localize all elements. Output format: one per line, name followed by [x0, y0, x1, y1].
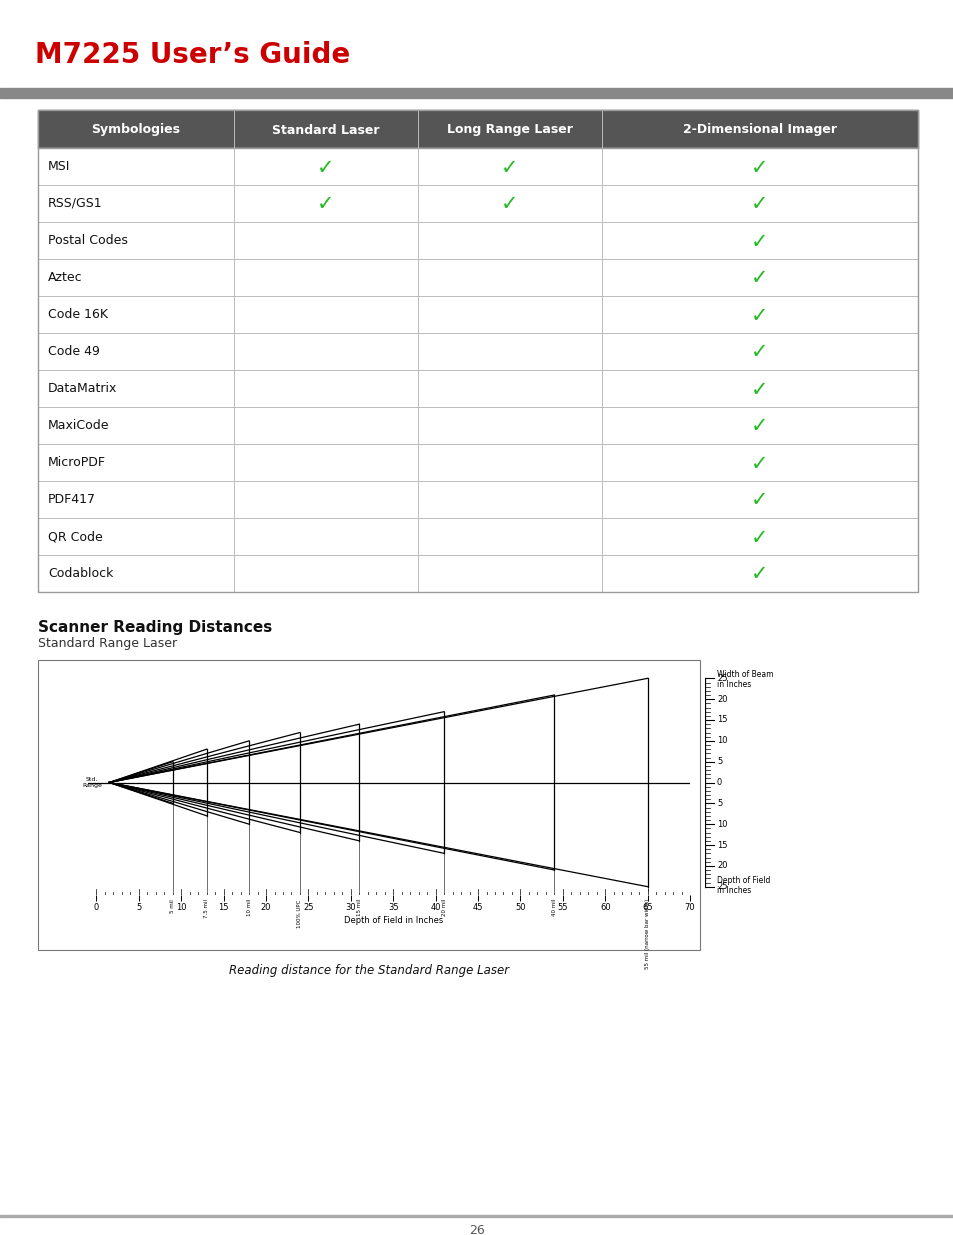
- Text: 5 mil: 5 mil: [170, 899, 175, 913]
- Text: ✓: ✓: [750, 268, 768, 289]
- Text: Codablock: Codablock: [48, 567, 113, 580]
- Bar: [38, 259, 917, 296]
- Text: 15 mil: 15 mil: [356, 899, 361, 916]
- Text: ✓: ✓: [750, 379, 768, 399]
- Bar: [38, 110, 917, 148]
- Bar: [38, 333, 917, 370]
- Bar: [38, 517, 917, 555]
- Text: QR Code: QR Code: [48, 530, 103, 543]
- Text: ✓: ✓: [750, 194, 768, 215]
- Bar: [38, 185, 917, 222]
- Text: MicroPDF: MicroPDF: [48, 456, 106, 469]
- Text: M7225 User’s Guide: M7225 User’s Guide: [35, 41, 350, 69]
- Bar: [38, 370, 917, 408]
- Text: Long Range Laser: Long Range Laser: [447, 124, 573, 137]
- Text: ✓: ✓: [750, 453, 768, 473]
- Text: 26: 26: [469, 1224, 484, 1235]
- Bar: [38, 110, 917, 592]
- Text: ✓: ✓: [750, 416, 768, 436]
- Text: Code 16K: Code 16K: [48, 308, 108, 321]
- Text: 25: 25: [716, 674, 726, 683]
- Text: ✓: ✓: [750, 527, 768, 547]
- Text: 20: 20: [716, 861, 726, 871]
- Bar: [38, 222, 917, 259]
- Text: 40 mil: 40 mil: [551, 899, 557, 916]
- Text: Standard Range Laser: Standard Range Laser: [38, 637, 177, 650]
- Text: ✓: ✓: [750, 231, 768, 252]
- Text: 20: 20: [716, 694, 726, 704]
- Text: Depth of Field in Inches: Depth of Field in Inches: [343, 916, 442, 925]
- Text: Code 49: Code 49: [48, 345, 100, 358]
- Text: Scanner Reading Distances: Scanner Reading Distances: [38, 620, 272, 635]
- Text: 15: 15: [716, 715, 726, 725]
- Text: Aztec: Aztec: [48, 270, 83, 284]
- Text: 5: 5: [716, 757, 721, 766]
- Bar: [38, 480, 917, 517]
- Bar: [38, 148, 917, 185]
- Text: 100% UPC: 100% UPC: [297, 899, 302, 927]
- Text: RSS/GS1: RSS/GS1: [48, 198, 103, 210]
- Bar: [38, 296, 917, 333]
- Bar: [38, 408, 917, 445]
- Text: Width of Beam
in Inches: Width of Beam in Inches: [716, 671, 773, 689]
- Bar: [0, 88, 953, 98]
- Text: ✓: ✓: [750, 158, 768, 178]
- Text: PDF417: PDF417: [48, 493, 96, 506]
- Bar: [38, 659, 700, 950]
- Bar: [38, 445, 917, 480]
- Text: ✓: ✓: [500, 158, 518, 178]
- Text: ✓: ✓: [500, 194, 518, 215]
- Text: 2-Dimensional Imager: 2-Dimensional Imager: [682, 124, 836, 137]
- Text: 0: 0: [716, 778, 721, 787]
- Text: 10: 10: [716, 736, 726, 746]
- Text: 55 mil (narrow bar width): 55 mil (narrow bar width): [644, 899, 649, 969]
- Text: MSI: MSI: [48, 161, 71, 173]
- Text: Reading distance for the Standard Range Laser: Reading distance for the Standard Range …: [229, 965, 509, 977]
- Text: 20 mil: 20 mil: [441, 899, 446, 916]
- Text: 15: 15: [716, 841, 726, 850]
- Text: ✓: ✓: [750, 342, 768, 363]
- Text: Std.
Range: Std. Range: [82, 777, 102, 788]
- Text: ✓: ✓: [750, 490, 768, 510]
- Text: ✓: ✓: [317, 158, 335, 178]
- Text: 10: 10: [716, 820, 726, 829]
- Bar: [0, 1215, 953, 1216]
- Bar: [38, 555, 917, 592]
- Text: 5: 5: [716, 799, 721, 808]
- Text: 25: 25: [716, 882, 726, 892]
- Text: ✓: ✓: [750, 564, 768, 584]
- Text: Symbologies: Symbologies: [91, 124, 180, 137]
- Text: Standard Laser: Standard Laser: [272, 124, 379, 137]
- Text: Depth of Field
in Inches: Depth of Field in Inches: [716, 876, 769, 895]
- Text: 7.5 mil: 7.5 mil: [204, 899, 209, 918]
- Text: ✓: ✓: [750, 305, 768, 326]
- Text: Postal Codes: Postal Codes: [48, 233, 128, 247]
- Text: MaxiCode: MaxiCode: [48, 419, 110, 432]
- Text: 10 mil: 10 mil: [246, 899, 252, 916]
- Text: ✓: ✓: [317, 194, 335, 215]
- Text: DataMatrix: DataMatrix: [48, 382, 117, 395]
